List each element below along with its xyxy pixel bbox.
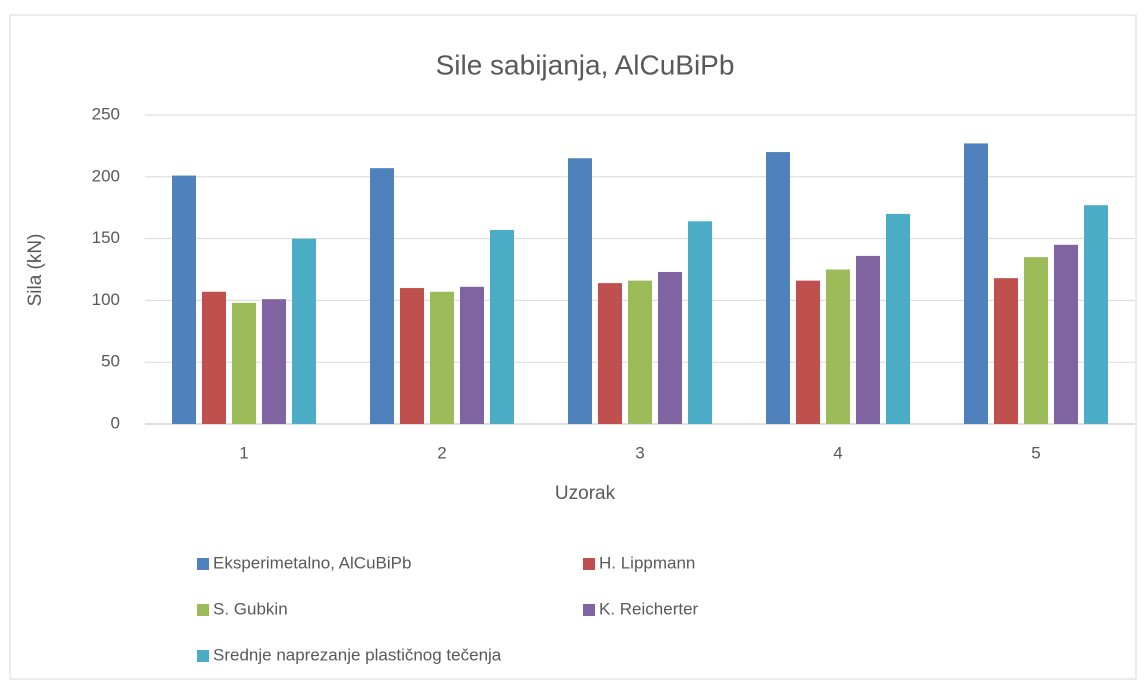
legend-swatch — [197, 650, 209, 662]
legend-swatch — [197, 558, 209, 570]
bar — [232, 302, 256, 424]
bar — [886, 213, 910, 424]
bar — [658, 271, 682, 424]
bar — [766, 152, 790, 424]
bar — [568, 158, 592, 424]
x-tick-label: 2 — [437, 443, 446, 462]
bar — [1054, 244, 1078, 424]
y-tick-label: 200 — [92, 166, 120, 185]
bar — [826, 269, 850, 424]
bar — [1084, 205, 1108, 424]
legend-label: Eksperimetalno, AlCuBiPb — [213, 553, 411, 572]
legend-label: S. Gubkin — [213, 599, 288, 618]
bar — [598, 283, 622, 424]
legend-swatch — [583, 558, 595, 570]
chart-title: Sile sabijanja, AlCuBiPb — [436, 49, 735, 80]
bar — [1024, 257, 1048, 424]
legend-swatch — [197, 604, 209, 616]
legend-label: H. Lippmann — [599, 553, 695, 572]
y-tick-label: 250 — [92, 104, 120, 123]
bar — [964, 143, 988, 425]
x-tick-label: 5 — [1031, 443, 1040, 462]
legend-swatch — [583, 604, 595, 616]
bar — [292, 238, 316, 424]
bar — [688, 221, 712, 424]
bar — [172, 175, 196, 424]
bar — [262, 299, 286, 424]
legend-label: K. Reicherter — [599, 599, 699, 618]
x-tick-label: 4 — [833, 443, 842, 462]
bar — [856, 255, 880, 424]
x-axis-title: Uzorak — [555, 483, 616, 504]
bar — [796, 280, 820, 424]
bar — [400, 288, 424, 424]
bar — [490, 229, 514, 424]
bar — [460, 286, 484, 424]
x-tick-label: 3 — [635, 443, 644, 462]
bar — [202, 291, 226, 424]
y-axis-title: Sila (kN) — [25, 234, 46, 307]
y-tick-label: 50 — [101, 352, 120, 371]
x-tick-label: 1 — [239, 443, 248, 462]
bar — [430, 291, 454, 424]
y-tick-label: 150 — [92, 228, 120, 247]
bar — [628, 280, 652, 424]
bar — [994, 278, 1018, 424]
bar — [370, 168, 394, 424]
y-tick-label: 100 — [92, 290, 120, 309]
y-tick-label: 0 — [111, 413, 120, 432]
legend-label: Srednje naprezanje plastičnog tečenja — [213, 645, 502, 664]
